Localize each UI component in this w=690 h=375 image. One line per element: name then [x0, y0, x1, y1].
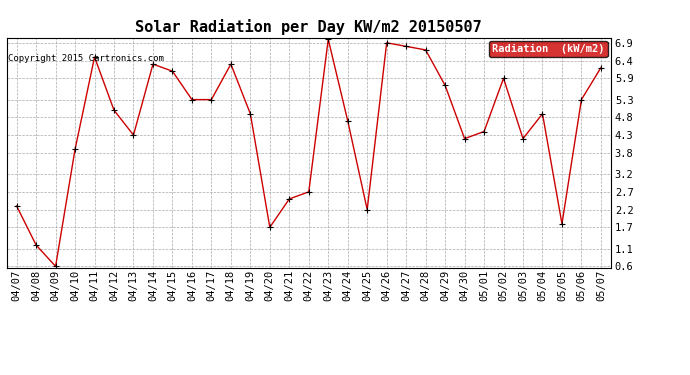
- Text: Copyright 2015 Cartronics.com: Copyright 2015 Cartronics.com: [8, 54, 164, 63]
- Title: Solar Radiation per Day KW/m2 20150507: Solar Radiation per Day KW/m2 20150507: [135, 19, 482, 35]
- Legend: Radiation  (kW/m2): Radiation (kW/m2): [489, 40, 607, 57]
